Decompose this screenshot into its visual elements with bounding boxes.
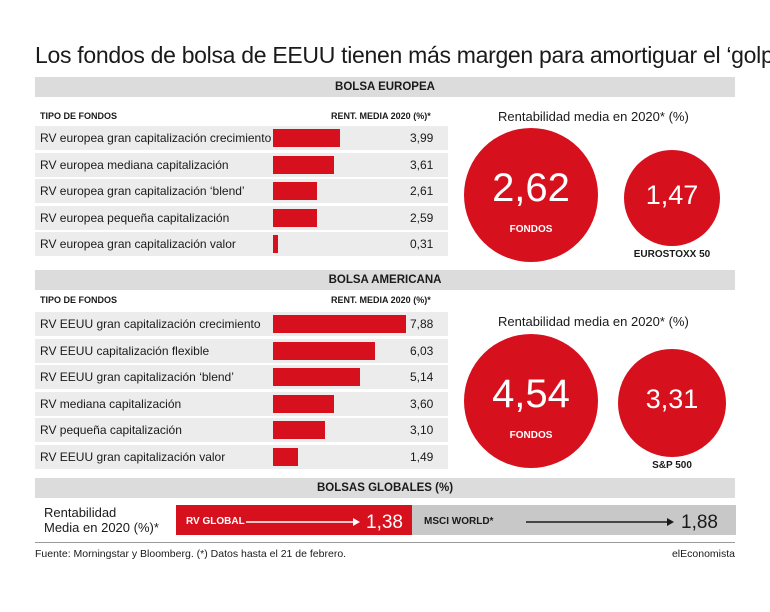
america-row-label: RV EEUU gran capitalización crecimiento: [40, 317, 261, 331]
america-index-label: S&P 500: [652, 460, 692, 471]
europe-bar: [273, 129, 341, 147]
america-value-label: 7,88: [410, 317, 434, 331]
europe-bar: [273, 182, 318, 200]
msci-world-arrow-head: [667, 518, 674, 526]
america-row: RV EEUU gran capitalización valor 1,49: [35, 444, 448, 469]
europe-value-label: 3,61: [410, 157, 434, 172]
america-funds-circle: 4,54 FONDOS: [464, 334, 598, 468]
rv-global-arrow-head: [353, 518, 360, 526]
europe-rent-heading: Rentabilidad media en 2020* (%): [498, 109, 689, 124]
europe-funds-value: 2,62: [492, 166, 570, 210]
america-funds-value: 4,54: [492, 372, 570, 416]
global-row-label-line-2: Media en 2020 (%)*: [44, 520, 159, 535]
footer-source: Fuente: Morningstar y Bloomberg. (*) Dat…: [35, 548, 347, 560]
europe-bar: [273, 208, 317, 227]
europe-row: RV europea gran capitalización ‘blend’ 2,…: [35, 179, 448, 203]
rv-global-value: 1,38: [366, 512, 403, 533]
america-index-circle: 3,31: [618, 349, 726, 457]
europe-value-label: 0,31: [410, 237, 434, 251]
europe-row-label: RV europea mediana capitalización: [40, 157, 229, 172]
america-value-label: 1,49: [410, 449, 434, 464]
america-value-label: 3,60: [410, 396, 434, 411]
europe-section-header: BOLSA EUROPEA: [35, 77, 735, 97]
america-rent-heading: Rentabilidad media en 2020* (%): [498, 314, 689, 329]
europe-value-label: 3,99: [410, 131, 434, 145]
europe-index-circle: 1,47: [624, 150, 720, 246]
europe-index-value: 1,47: [645, 180, 699, 210]
europe-row: RV europea gran capitalización valor 0,31: [35, 232, 448, 256]
america-bar: [273, 421, 326, 439]
america-row-label: RV EEUU gran capitalización valor: [40, 449, 226, 464]
america-row-label: RV EEUU gran capitalización ‘blend’: [40, 370, 234, 384]
europe-index-label: EUROSTOXX 50: [633, 249, 711, 260]
global-section-header: BOLSAS GLOBALES (%): [35, 478, 735, 498]
europe-value-label: 2,61: [410, 184, 434, 198]
america-row-label: RV mediana capitalización: [40, 396, 182, 411]
america-index-value: 3,31: [645, 384, 699, 414]
global-row-label-line-1: Rentabilidad: [44, 505, 117, 520]
europe-row: RV europea gran capitalización crecimien…: [35, 126, 448, 150]
europe-row: RV europea mediana capitalización 3,61: [35, 152, 448, 177]
europe-funds-circle: 2,62 FONDOS: [464, 128, 598, 262]
america-value-label: 3,10: [410, 423, 434, 437]
msci-world-value: 1,88: [681, 512, 718, 533]
page-title: Los fondos de bolsa de EEUU tienen más m…: [35, 42, 770, 68]
america-bar: [273, 315, 406, 333]
america-row-label: RV EEUU capitalización flexible: [40, 343, 210, 358]
europe-value-label: 2,59: [410, 210, 434, 225]
america-bar: [273, 341, 375, 360]
america-row: RV EEUU capitalización flexible 6,03: [35, 338, 448, 363]
america-bar: [273, 447, 299, 466]
europe-bar: [273, 155, 334, 174]
europe-row-label: RV europea pequeña capitalización: [40, 210, 230, 225]
msci-world-label: MSCI WORLD*: [424, 516, 494, 527]
america-bar: [273, 394, 334, 413]
global-row-label: Rentabilidad Media en 2020 (%)*: [44, 505, 159, 535]
footer-divider: [35, 542, 735, 543]
europe-col-type: TIPO DE FONDOS: [40, 111, 118, 121]
america-col-type: TIPO DE FONDOS: [40, 295, 118, 305]
america-value-label: 6,03: [410, 343, 434, 358]
europe-col-rent: RENT. MEDIA 2020 (%)*: [331, 111, 431, 121]
europe-row-label: RV europea gran capitalización ‘blend’: [40, 184, 245, 198]
rv-global-bar: [176, 505, 412, 535]
america-section-header: BOLSA AMERICANA: [35, 270, 735, 290]
america-row: RV EEUU gran capitalización ‘blend’ 5,14: [35, 365, 448, 389]
america-row-label: RV pequeña capitalización: [40, 423, 182, 437]
america-value-label: 5,14: [410, 370, 434, 384]
rv-global-label: RV GLOBAL: [186, 516, 245, 527]
america-row: RV mediana capitalización 3,60: [35, 391, 448, 416]
footer-brand: elEconomista: [671, 548, 735, 560]
msci-world-bar: [412, 505, 736, 535]
europe-funds-label: FONDOS: [509, 224, 553, 235]
global-bars: RV GLOBAL 1,38 MSCI WORLD* 1,88: [176, 505, 736, 535]
america-col-rent: RENT. MEDIA 2020 (%)*: [331, 295, 431, 305]
europe-row-label: RV europea gran capitalización crecimien…: [40, 131, 272, 145]
europe-row-label: RV europea gran capitalización valor: [40, 237, 236, 251]
america-funds-label: FONDOS: [509, 430, 553, 441]
america-row: RV pequeña capitalización 3,10: [35, 418, 448, 442]
america-bar: [273, 368, 360, 386]
europe-row: RV europea pequeña capitalización 2,59: [35, 205, 448, 230]
europe-bar: [273, 235, 279, 253]
america-row: RV EEUU gran capitalización crecimiento 7…: [35, 312, 448, 336]
